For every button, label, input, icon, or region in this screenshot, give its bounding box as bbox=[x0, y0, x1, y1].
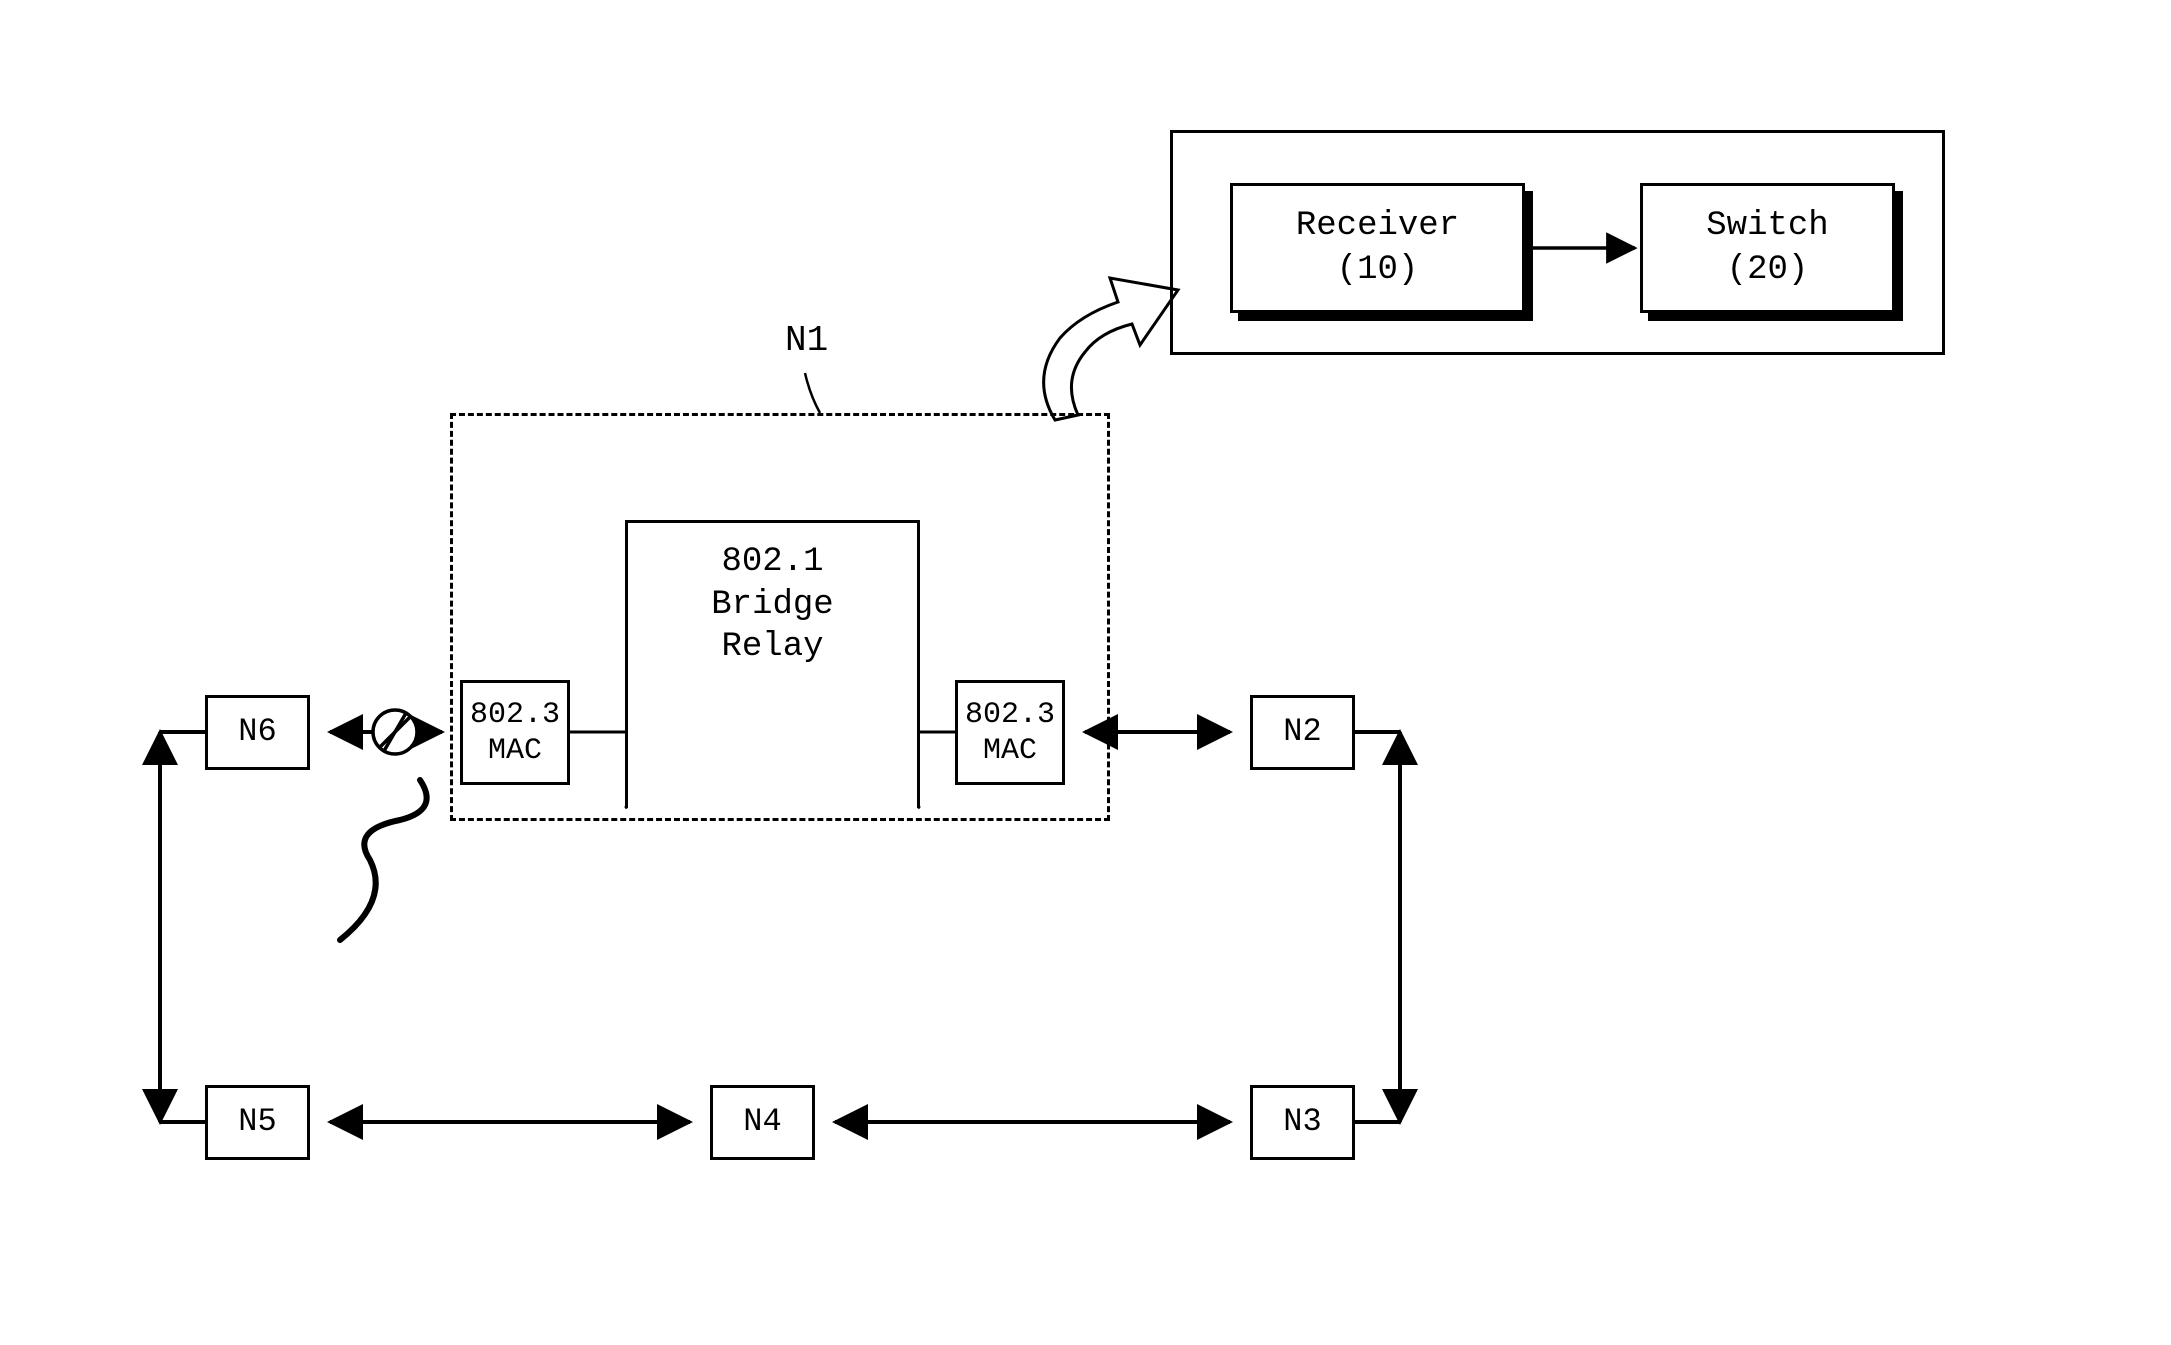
block-icon bbox=[373, 710, 417, 754]
node-n6: N6 bbox=[205, 695, 310, 770]
diagram-canvas: N1 802.1 Bridge Relay 802.3 MAC 802.3 MA… bbox=[0, 0, 2171, 1345]
n4-label: N4 bbox=[743, 1103, 781, 1141]
n1-leader-line bbox=[805, 373, 820, 413]
n1-label: N1 bbox=[785, 320, 828, 361]
n3-label: N3 bbox=[1283, 1103, 1321, 1141]
n6-label: N6 bbox=[238, 713, 276, 751]
break-mark-icon bbox=[340, 780, 427, 940]
mac-left-label: 802.3 MAC bbox=[470, 697, 560, 769]
node-receiver: Receiver (10) bbox=[1230, 183, 1525, 313]
node-n2: N2 bbox=[1250, 695, 1355, 770]
n2-label: N2 bbox=[1283, 713, 1321, 751]
node-n4: N4 bbox=[710, 1085, 815, 1160]
node-n3: N3 bbox=[1250, 1085, 1355, 1160]
node-mac-right: 802.3 MAC bbox=[955, 680, 1065, 785]
switch-label: Switch (20) bbox=[1706, 204, 1828, 292]
node-mac-left: 802.3 MAC bbox=[460, 680, 570, 785]
n5-label: N5 bbox=[238, 1103, 276, 1141]
node-n5: N5 bbox=[205, 1085, 310, 1160]
callout-arrow-icon bbox=[1044, 278, 1178, 420]
bridge-label: 802.1 Bridge Relay bbox=[711, 543, 833, 666]
mac-right-label: 802.3 MAC bbox=[965, 697, 1055, 769]
receiver-label: Receiver (10) bbox=[1296, 204, 1459, 292]
node-bridge-relay: 802.1 Bridge Relay bbox=[625, 520, 920, 808]
node-switch: Switch (20) bbox=[1640, 183, 1895, 313]
